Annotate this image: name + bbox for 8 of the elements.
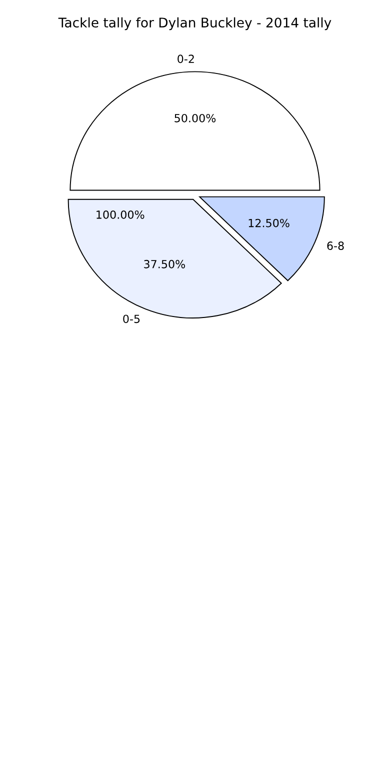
data-label: 12.50% <box>248 218 290 228</box>
slice-label: 0-2 <box>178 54 194 64</box>
data-label: 50.00% <box>174 114 216 122</box>
slice-label: 0-5 <box>123 314 140 324</box>
chart-title: Tackle tally for Dylan Buckley - 2014 tally <box>58 17 332 30</box>
slice-label: 6-8 <box>327 242 344 250</box>
text: 100.00% <box>96 210 144 219</box>
data-label: 37.50% <box>144 260 186 268</box>
